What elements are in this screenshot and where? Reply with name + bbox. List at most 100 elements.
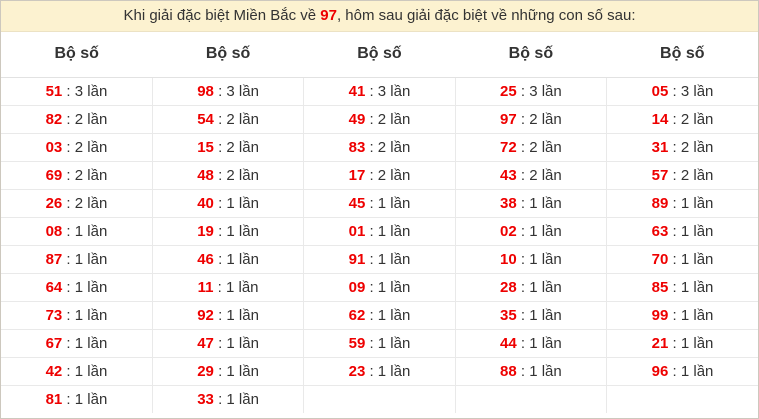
table-cell: 03 : 2 lần xyxy=(1,132,153,162)
table-row: 87 : 1 lần 46 : 1 lần 91 : 1 lần 10 : 1 lần… xyxy=(1,244,758,274)
table-cell: 73 : 1 lần xyxy=(1,300,153,330)
cell-number: 62 xyxy=(348,306,366,324)
table-body: 51 : 3 lần 98 : 3 lần 41 : 3 lần 25 : 3 lần… xyxy=(1,76,758,413)
table-cell: 67 : 1 lần xyxy=(1,328,153,358)
cell-times: : 1 lần xyxy=(516,306,562,324)
table-cell: 47 : 1 lần xyxy=(151,328,305,358)
cell-times: : 1 lần xyxy=(668,250,714,268)
table-cell: 09 : 1 lần xyxy=(303,272,456,302)
cell-number: 96 xyxy=(651,362,669,380)
column-header: Bộ số xyxy=(1,32,153,78)
table-cell: 92 : 1 lần xyxy=(151,300,305,330)
cell-times: : 3 lần xyxy=(62,82,108,100)
cell-times: : 1 lần xyxy=(516,362,562,380)
frequency-table: Bộ số Bộ số Bộ số Bộ số Bộ số 51 : 3 lần 98 :… xyxy=(1,32,758,413)
cell-number: 92 xyxy=(197,306,214,324)
cell-number: 98 xyxy=(197,82,214,100)
table-cell: 29 : 1 lần xyxy=(151,356,305,386)
table-cell xyxy=(454,384,608,413)
table-cell: 19 : 1 lần xyxy=(151,216,305,246)
cell-number: 83 xyxy=(348,138,366,156)
table-row: 64 : 1 lần 11 : 1 lần 09 : 1 lần 28 : 1 lần… xyxy=(1,272,758,302)
table-cell: 49 : 2 lần xyxy=(303,104,456,134)
table-cell: 33 : 1 lần xyxy=(151,384,305,413)
table-cell: 17 : 2 lần xyxy=(303,160,456,190)
cell-number: 02 xyxy=(500,222,517,240)
cell-times: : 1 lần xyxy=(516,250,562,268)
title-text-suffix: , hôm sau giải đặc biệt về những con số … xyxy=(336,7,636,24)
table-cell: 96 : 1 lần xyxy=(606,356,758,386)
cell-times: : 1 lần xyxy=(365,250,411,268)
cell-times: : 2 lần xyxy=(213,166,259,184)
table-cell: 44 : 1 lần xyxy=(454,328,608,358)
cell-number: 45 xyxy=(348,194,366,212)
table-cell xyxy=(606,384,758,413)
cell-times: : 2 lần xyxy=(62,138,108,156)
cell-times: : 2 lần xyxy=(62,166,108,184)
title-text-prefix: Khi giải đặc biệt Miền Bắc về xyxy=(123,7,321,24)
cell-number: 82 xyxy=(45,110,63,128)
cell-number: 35 xyxy=(500,306,517,324)
cell-number: 17 xyxy=(348,166,366,184)
table-cell: 83 : 2 lần xyxy=(303,132,456,162)
cell-times: : 1 lần xyxy=(213,390,259,408)
cell-times: : 1 lần xyxy=(668,222,714,240)
table-cell: 10 : 1 lần xyxy=(454,244,608,274)
cell-times: : 1 lần xyxy=(365,278,411,296)
cell-times: : 2 lần xyxy=(62,110,108,128)
cell-number: 48 xyxy=(197,166,214,184)
table-cell: 69 : 2 lần xyxy=(1,160,153,190)
table-cell: 21 : 1 lần xyxy=(606,328,758,358)
cell-times: : 2 lần xyxy=(365,110,411,128)
table-cell: 54 : 2 lần xyxy=(151,104,305,134)
column-header: Bộ số xyxy=(455,32,607,78)
table-cell: 45 : 1 lần xyxy=(303,188,456,218)
cell-times: : 1 lần xyxy=(668,362,714,380)
table-row: 26 : 2 lần 40 : 1 lần 45 : 1 lần 38 : 1 lần… xyxy=(1,188,758,218)
cell-times: : 3 lần xyxy=(213,82,259,100)
cell-times: : 1 lần xyxy=(62,390,108,408)
cell-number: 99 xyxy=(651,306,669,324)
table-cell: 01 : 1 lần xyxy=(303,216,456,246)
cell-times: : 1 lần xyxy=(516,278,562,296)
cell-number: 81 xyxy=(45,390,63,408)
cell-times: : 2 lần xyxy=(62,194,108,212)
table-cell: 88 : 1 lần xyxy=(454,356,608,386)
table-row: 51 : 3 lần 98 : 3 lần 41 : 3 lần 25 : 3 lần… xyxy=(1,76,758,106)
table-cell: 11 : 1 lần xyxy=(151,272,305,302)
cell-number: 14 xyxy=(651,110,669,128)
cell-times: : 1 lần xyxy=(62,250,108,268)
cell-number: 88 xyxy=(500,362,517,380)
cell-times: : 1 lần xyxy=(668,194,714,212)
column-header: Bộ số xyxy=(303,32,456,78)
table-row: 81 : 1 lần 33 : 1 lần xyxy=(1,384,758,413)
cell-times: : 1 lần xyxy=(62,306,108,324)
table-cell: 25 : 3 lần xyxy=(454,76,608,106)
cell-times: : 1 lần xyxy=(365,334,411,352)
table-cell: 35 : 1 lần xyxy=(454,300,608,330)
cell-times: : 2 lần xyxy=(516,110,562,128)
table-cell: 91 : 1 lần xyxy=(303,244,456,274)
cell-times: : 1 lần xyxy=(213,278,259,296)
cell-times: : 3 lần xyxy=(516,82,562,100)
cell-number: 19 xyxy=(197,222,214,240)
cell-number: 08 xyxy=(45,222,63,240)
table-row: 67 : 1 lần 47 : 1 lần 59 : 1 lần 44 : 1 lần… xyxy=(1,328,758,358)
cell-times: : 1 lần xyxy=(213,334,259,352)
cell-times: : 2 lần xyxy=(365,138,411,156)
cell-times: : 2 lần xyxy=(516,138,562,156)
table-cell: 05 : 3 lần xyxy=(606,76,758,106)
cell-times: : 3 lần xyxy=(668,82,714,100)
cell-number: 38 xyxy=(500,194,517,212)
cell-number: 25 xyxy=(500,82,517,100)
table-cell: 43 : 2 lần xyxy=(454,160,608,190)
cell-times: : 1 lần xyxy=(516,222,562,240)
page-title: Khi giải đặc biệt Miền Bắc về 97, hôm sa… xyxy=(1,1,758,32)
table-cell: 97 : 2 lần xyxy=(454,104,608,134)
table-cell: 63 : 1 lần xyxy=(606,216,758,246)
table-cell: 57 : 2 lần xyxy=(606,160,758,190)
table-row: 73 : 1 lần 92 : 1 lần 62 : 1 lần 35 : 1 lần… xyxy=(1,300,758,330)
cell-times: : 2 lần xyxy=(213,110,259,128)
cell-number: 63 xyxy=(651,222,669,240)
